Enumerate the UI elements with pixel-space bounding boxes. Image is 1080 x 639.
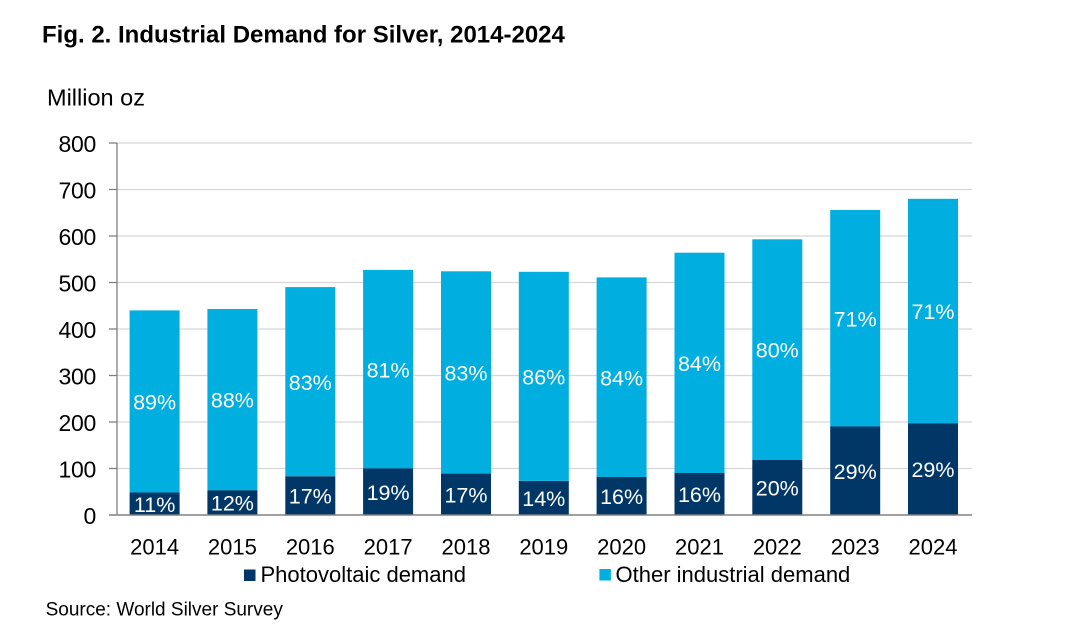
- svg-text:100: 100: [59, 457, 96, 483]
- svg-text:11%: 11%: [134, 493, 175, 517]
- svg-text:0: 0: [84, 503, 97, 529]
- svg-text:80%: 80%: [756, 339, 799, 363]
- svg-text:2019: 2019: [519, 535, 568, 560]
- svg-text:81%: 81%: [367, 358, 410, 382]
- svg-text:84%: 84%: [678, 352, 721, 376]
- svg-text:Other industrial demand: Other industrial demand: [616, 562, 851, 587]
- svg-text:17%: 17%: [289, 485, 332, 509]
- svg-text:86%: 86%: [522, 366, 565, 390]
- svg-text:2023: 2023: [831, 535, 880, 560]
- svg-text:300: 300: [59, 364, 96, 390]
- svg-text:16%: 16%: [678, 483, 721, 507]
- svg-text:400: 400: [59, 317, 96, 343]
- svg-text:2018: 2018: [442, 535, 491, 560]
- svg-text:Million oz: Million oz: [47, 85, 145, 111]
- svg-text:71%: 71%: [911, 300, 954, 324]
- svg-text:84%: 84%: [600, 366, 643, 390]
- svg-text:2015: 2015: [208, 535, 257, 560]
- svg-text:20%: 20%: [756, 477, 799, 501]
- svg-text:700: 700: [59, 178, 96, 204]
- svg-text:2024: 2024: [909, 535, 958, 560]
- svg-text:17%: 17%: [444, 483, 487, 507]
- svg-text:600: 600: [59, 224, 96, 250]
- svg-text:2016: 2016: [286, 535, 335, 560]
- svg-text:29%: 29%: [834, 460, 877, 484]
- svg-text:89%: 89%: [133, 391, 176, 415]
- svg-text:Fig. 2. Industrial Demand for: Fig. 2. Industrial Demand for Silver, 20…: [42, 22, 566, 49]
- svg-text:16%: 16%: [600, 485, 643, 509]
- svg-text:2017: 2017: [364, 535, 413, 560]
- svg-text:Photovoltaic demand: Photovoltaic demand: [261, 562, 466, 587]
- svg-text:88%: 88%: [211, 389, 254, 413]
- svg-text:12%: 12%: [211, 492, 254, 516]
- svg-text:83%: 83%: [289, 371, 332, 395]
- svg-text:200: 200: [59, 410, 96, 436]
- svg-text:19%: 19%: [367, 481, 410, 505]
- svg-text:14%: 14%: [522, 487, 565, 511]
- svg-text:2022: 2022: [753, 535, 802, 560]
- svg-text:2021: 2021: [675, 535, 724, 560]
- svg-text:2014: 2014: [130, 535, 179, 560]
- svg-text:2020: 2020: [597, 535, 646, 560]
- svg-text:800: 800: [59, 131, 96, 157]
- svg-text:71%: 71%: [834, 307, 877, 331]
- svg-text:83%: 83%: [444, 362, 487, 386]
- svg-text:29%: 29%: [911, 458, 954, 482]
- svg-text:Source: World Silver Survey: Source: World Silver Survey: [46, 600, 284, 621]
- svg-text:500: 500: [59, 271, 96, 297]
